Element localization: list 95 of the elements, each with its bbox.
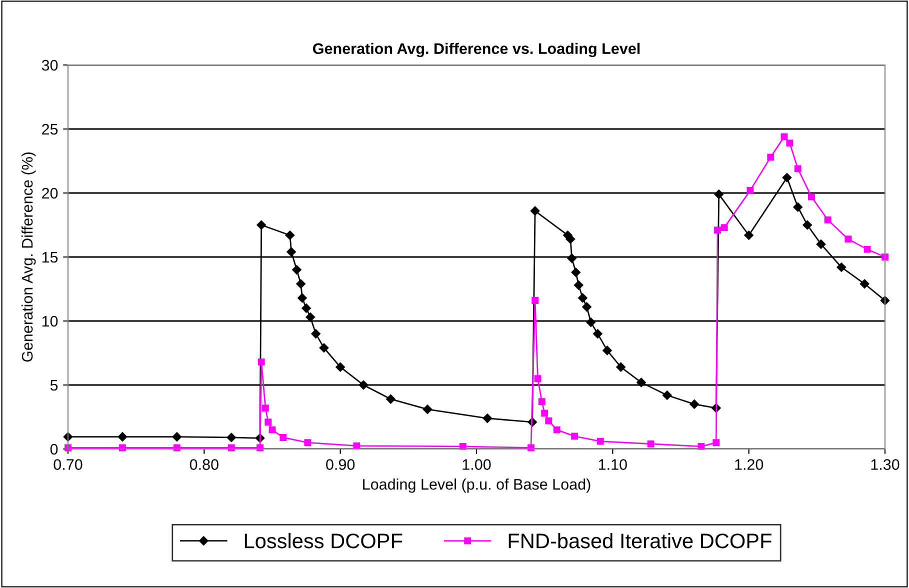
- point: [571, 268, 581, 277]
- x-tick-label: 0.90: [326, 459, 355, 470]
- point: [541, 410, 548, 417]
- y-tick-label: 10: [42, 316, 58, 327]
- y-tick-label: 20: [42, 188, 58, 199]
- x-tick-label: 1.00: [462, 459, 491, 470]
- point: [794, 165, 802, 172]
- point: [567, 254, 576, 263]
- y-axis-title: Generation Avg. Difference (%): [21, 152, 36, 362]
- point: [844, 236, 852, 243]
- point: [532, 297, 539, 304]
- point: [304, 439, 312, 446]
- point: [386, 394, 396, 404]
- point: [268, 426, 276, 434]
- point: [571, 432, 578, 440]
- point: [816, 240, 826, 249]
- y-tick-label: 5: [50, 380, 58, 391]
- legend-label: FND-based Iterative DCOPF: [508, 533, 772, 548]
- point: [264, 418, 272, 426]
- point: [319, 343, 329, 353]
- point: [690, 400, 699, 409]
- point: [545, 417, 552, 424]
- point: [767, 154, 774, 161]
- point: [358, 380, 368, 390]
- x-tick-label: 0.70: [54, 459, 82, 470]
- point: [285, 230, 295, 240]
- point: [586, 318, 596, 327]
- y-tick-label: 30: [42, 60, 58, 71]
- point: [336, 362, 345, 372]
- point: [296, 279, 306, 289]
- x-tick-label: 1.20: [735, 459, 764, 470]
- point: [636, 378, 646, 388]
- point: [714, 190, 724, 199]
- point: [482, 414, 492, 423]
- point: [553, 426, 560, 434]
- point: [173, 444, 180, 452]
- point: [530, 206, 540, 216]
- point: [616, 362, 626, 372]
- point: [262, 404, 269, 412]
- point: [574, 280, 584, 290]
- x-axis-title: Loading Level (p.u. of Base Load): [363, 478, 590, 493]
- point: [226, 432, 236, 442]
- point: [744, 230, 754, 240]
- point: [746, 186, 754, 194]
- point: [292, 265, 302, 274]
- point: [793, 202, 802, 212]
- point: [298, 293, 307, 303]
- point: [782, 173, 792, 182]
- point: [538, 398, 546, 406]
- point: [118, 444, 126, 452]
- point: [527, 444, 534, 452]
- point: [566, 234, 576, 244]
- point: [459, 442, 466, 450]
- y-tick-label: 0: [50, 444, 58, 455]
- point: [311, 329, 320, 338]
- point: [808, 193, 815, 200]
- point: [602, 346, 612, 356]
- point: [860, 279, 870, 289]
- point: [280, 434, 287, 441]
- point: [172, 432, 182, 442]
- chart-title: Generation Avg. Difference vs. Loading Level: [313, 42, 640, 58]
- point: [647, 440, 654, 448]
- point: [882, 254, 888, 260]
- point: [258, 358, 265, 366]
- point: [578, 293, 588, 303]
- point: [864, 246, 871, 253]
- point: [118, 432, 128, 442]
- point: [802, 220, 812, 230]
- point: [698, 442, 705, 450]
- point: [256, 220, 266, 230]
- point: [593, 329, 602, 338]
- point: [712, 439, 720, 446]
- legend-label: Lossless DCOPF: [244, 533, 402, 548]
- point: [422, 404, 432, 414]
- y-tick-label: 25: [42, 124, 58, 135]
- point: [286, 247, 296, 257]
- point: [596, 438, 604, 445]
- point: [786, 140, 794, 147]
- x-tick-label: 1.30: [871, 459, 900, 470]
- y-tick-label: 15: [42, 252, 58, 263]
- point: [836, 262, 846, 272]
- point: [228, 444, 235, 452]
- point: [306, 312, 315, 322]
- point: [714, 226, 721, 234]
- point: [256, 444, 264, 452]
- point: [302, 304, 311, 313]
- point: [662, 390, 672, 400]
- point: [534, 375, 542, 382]
- point: [824, 216, 832, 224]
- x-tick-label: 0.80: [190, 459, 218, 470]
- point: [582, 302, 592, 312]
- point: [353, 442, 360, 450]
- point: [780, 133, 788, 140]
- x-tick-label: 1.10: [598, 459, 627, 470]
- point: [720, 224, 728, 232]
